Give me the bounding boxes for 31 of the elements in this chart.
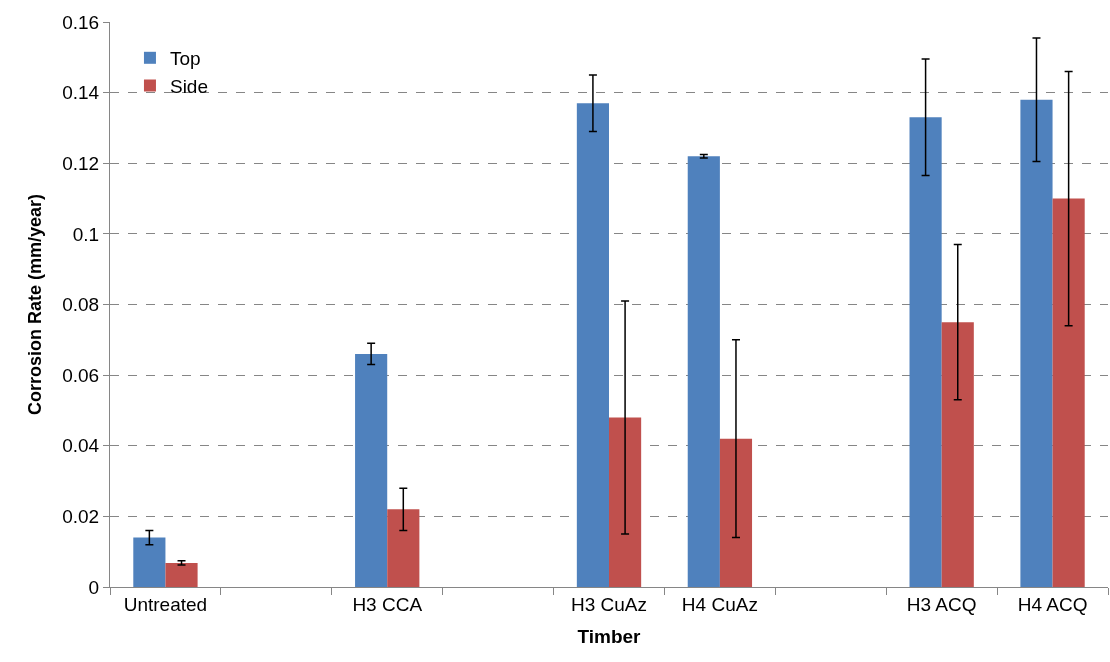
y-tick-label: 0.04 <box>62 435 100 457</box>
bar <box>355 353 388 587</box>
bar <box>687 156 720 587</box>
y-tick-label: 0.12 <box>62 152 100 174</box>
bar <box>941 322 974 587</box>
legend-label: Top <box>169 48 201 70</box>
x-tick-label: H4 CuAz <box>681 593 758 615</box>
bar <box>387 509 420 587</box>
x-tick-label: H3 CuAz <box>570 593 648 615</box>
y-tick-label: 0.06 <box>62 364 100 386</box>
y-tick-label: 0.02 <box>62 506 100 528</box>
x-tick-label: H4 ACQ <box>1017 593 1088 615</box>
bar <box>719 438 753 587</box>
bar <box>576 103 609 587</box>
bar <box>609 417 642 587</box>
bar <box>165 562 198 587</box>
y-tick-label: 0.16 <box>62 11 100 33</box>
bar <box>909 117 942 587</box>
bar <box>1052 198 1085 587</box>
y-tick-label: 0.08 <box>62 294 100 316</box>
y-axis-title: Corrosion Rate (mm/year) <box>25 193 46 416</box>
y-tick-label: 0.14 <box>62 82 100 104</box>
bar <box>1020 99 1053 587</box>
x-tick-label: Untreated <box>123 593 208 615</box>
x-tick-label: H3 ACQ <box>906 593 977 615</box>
y-tick-label: 0.1 <box>72 223 100 245</box>
y-tick-label: 0 <box>88 576 100 598</box>
x-axis-title: Timber <box>577 625 642 647</box>
bar <box>133 537 166 587</box>
x-tick-label: H3 CCA <box>352 593 423 615</box>
legend-label: Side <box>169 75 208 97</box>
